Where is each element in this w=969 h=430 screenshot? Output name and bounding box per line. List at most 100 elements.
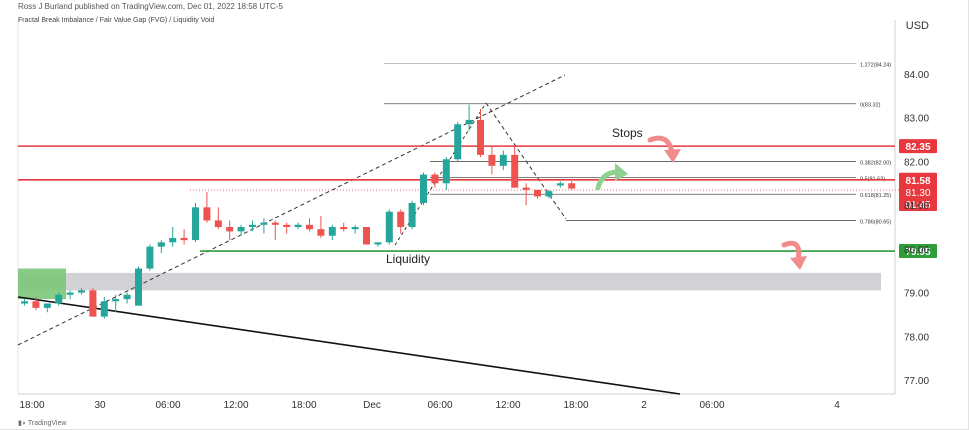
fib-level-label: 0.382(82.00) — [860, 160, 891, 166]
projection-leg-down — [485, 102, 567, 220]
candle-body — [157, 242, 165, 247]
candle-body — [328, 227, 336, 236]
key-level-badge — [899, 172, 937, 187]
currency-label: USD — [905, 20, 929, 32]
y-axis-tick: 78.00 — [904, 332, 929, 343]
x-axis-tick: 18:00 — [291, 400, 316, 411]
candle-body — [442, 159, 450, 184]
candle-body — [431, 174, 439, 184]
liquidity-annotation: Liquidity — [386, 252, 430, 266]
candle-body — [214, 220, 222, 227]
fib-level-label: 0(83.32) — [860, 103, 881, 109]
candle-body — [408, 202, 416, 227]
candle-body — [203, 207, 211, 221]
arrow-shaft — [781, 240, 802, 263]
candle-body — [169, 237, 177, 243]
bar-countdown: 01:45 — [905, 200, 930, 211]
candle-body — [374, 242, 382, 245]
fib-level-label: 1.272(84.24) — [860, 63, 891, 69]
candle-body — [32, 301, 40, 308]
candle-body — [260, 222, 268, 225]
bounce-up-arrow-icon — [595, 163, 628, 191]
candle-body — [306, 224, 313, 230]
x-axis-tick: 2 — [641, 400, 647, 411]
liquidity-down-arrow-icon — [781, 240, 807, 270]
candle-body — [294, 224, 302, 227]
candle-body — [499, 154, 507, 166]
candle-body — [249, 224, 256, 227]
fib-level-label: 0.618(81.25) — [860, 193, 891, 199]
x-axis-tick: 18:00 — [19, 400, 44, 411]
key-level-value: 79.95 — [905, 247, 930, 258]
candle-body — [340, 227, 348, 230]
y-axis-tick: 80.00 — [904, 245, 929, 256]
candle-body — [534, 189, 541, 197]
key-level-badge — [899, 244, 937, 259]
x-axis-tick: 06:00 — [427, 400, 452, 411]
last-price-value: 81.30 — [905, 188, 930, 199]
candle-body — [237, 227, 245, 232]
x-axis-tick: 06:00 — [155, 400, 180, 411]
candle-body — [135, 268, 142, 306]
candle-body — [271, 222, 279, 225]
candle-body — [522, 187, 530, 190]
candle-body — [511, 154, 519, 188]
fvg-zone — [18, 272, 881, 291]
y-axis-tick: 81.00 — [904, 201, 929, 212]
publisher-credit: Ross J Burland published on TradingView.… — [18, 2, 283, 11]
key-level-value: 82.35 — [905, 142, 930, 153]
candle-body — [146, 246, 154, 269]
channel-dashed-line — [17, 74, 566, 346]
key-level-badge — [899, 139, 937, 154]
x-axis-tick: 12:00 — [495, 400, 520, 411]
last-price-badge — [899, 185, 937, 212]
x-axis-tick: 06:00 — [699, 400, 724, 411]
x-axis-tick: 4 — [834, 400, 840, 411]
candle-body — [21, 301, 28, 304]
candle-body — [100, 301, 108, 317]
y-axis-tick: 82.00 — [904, 157, 929, 168]
tradingview-watermark: ▮◗ TradingView — [18, 420, 67, 427]
candle-body — [55, 294, 63, 304]
candle-body — [363, 227, 370, 245]
demand-zone — [18, 268, 66, 300]
arrow-head — [615, 163, 628, 181]
candle-body — [78, 290, 85, 293]
candle-body — [112, 299, 120, 302]
candle-body — [226, 227, 234, 232]
candle-body — [283, 224, 291, 227]
candle-body — [568, 183, 576, 189]
support-trendline — [17, 296, 681, 395]
candle-body — [180, 237, 188, 241]
stops-annotation: Stops — [612, 126, 643, 140]
fib-level-label: 0.786(80.65) — [860, 219, 891, 225]
candle-body — [477, 119, 484, 155]
x-axis-tick: 12:00 — [223, 400, 248, 411]
candle-body — [454, 124, 462, 160]
stops-down-arrow-icon — [647, 135, 681, 163]
arrow-head — [664, 149, 681, 163]
candle-body — [397, 211, 405, 227]
tradingview-logo-icon: ▮◗ — [18, 420, 28, 427]
candle-body — [89, 290, 97, 317]
arrow-shaft — [647, 135, 675, 155]
arrow-head — [790, 256, 807, 270]
candle-body — [317, 229, 325, 236]
candle-body — [556, 183, 564, 186]
candle-body — [66, 292, 74, 295]
candle-body — [465, 119, 473, 125]
y-axis-tick: 84.00 — [904, 70, 929, 81]
candle-body — [545, 191, 553, 197]
candle-body — [123, 294, 131, 300]
x-axis-tick: 30 — [94, 400, 106, 411]
x-axis-tick: 18:00 — [563, 400, 588, 411]
candle-body — [192, 207, 199, 241]
candle-body — [488, 154, 496, 166]
y-axis-tick: 77.00 — [904, 376, 929, 387]
chart-subtitle: Fractal Break Imbalance / Fair Value Gap… — [18, 17, 215, 24]
candle-body — [420, 174, 427, 203]
candle-body — [385, 211, 393, 243]
x-axis-tick: Dec — [363, 400, 381, 411]
y-axis-tick: 83.00 — [904, 114, 929, 125]
